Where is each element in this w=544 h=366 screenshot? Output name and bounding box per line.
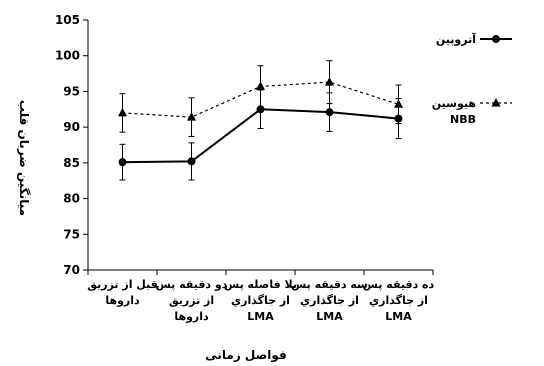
legend-label: NBB	[450, 113, 476, 126]
legend: آتروپین هیوسین NBB	[432, 32, 512, 126]
x-tick-label-line: ده دقيقه پس	[363, 278, 435, 291]
x-tick-label-line: LMA	[385, 310, 412, 323]
x-tick-label-line: بلا فاصله پس	[224, 278, 297, 291]
data-point	[325, 77, 334, 86]
x-tick-label-line: از جاگذاري	[369, 294, 428, 307]
axes	[87, 20, 433, 271]
x-tick-label: دو دقيقه پس از تزريق داروها	[156, 278, 228, 323]
x-tick-label-line: قبل از تزريق	[87, 278, 158, 291]
y-tick-label: 75	[63, 227, 80, 241]
x-tick-label-line: سه دقيقه پس	[291, 278, 368, 291]
x-tick-label-line: از جاگذاري	[300, 294, 359, 307]
x-tick-label: بلا فاصله پس از جاگذاري LMA	[224, 278, 297, 323]
data-point	[187, 112, 196, 121]
y-tick-label: 95	[63, 84, 80, 98]
y-tick-label: 100	[55, 49, 80, 63]
data-point	[118, 107, 127, 117]
legend-item-2: هیوسین NBB	[432, 97, 512, 126]
x-tick-label: سه دقيقه پس از جاگذاري LMA	[291, 278, 368, 323]
x-tick-label-line: LMA	[316, 310, 343, 323]
legend-item-1: آتروپین	[436, 32, 512, 46]
data-point	[325, 108, 334, 117]
y-tick-label: 105	[55, 13, 80, 27]
x-tick-label-line: LMA	[247, 310, 274, 323]
series-group	[118, 60, 403, 181]
legend-marker	[491, 98, 501, 107]
x-tick-label: قبل از تزريق داروها	[87, 278, 158, 307]
x-tick-label-line: داروها	[174, 310, 209, 323]
x-tick-label-line: از جاگذاري	[231, 294, 290, 307]
y-ticks: 70 75 80 85 90 95 100 105	[55, 13, 88, 277]
legend-marker	[492, 35, 500, 43]
x-tick-label-line: دو دقيقه پس	[156, 278, 228, 291]
data-point	[256, 81, 265, 90]
y-tick-label: 85	[63, 156, 80, 170]
data-point	[187, 157, 196, 166]
x-tick-label-line: داروها	[105, 294, 140, 307]
x-axis-label: فواصل زمانی	[205, 348, 286, 363]
x-ticks: قبل از تزريق داروها دو دقيقه پس از تزريق دار…	[87, 270, 435, 323]
data-point	[118, 158, 127, 167]
x-tick-label: ده دقيقه پس از جاگذاري LMA	[363, 278, 435, 323]
y-tick-label: 80	[63, 192, 80, 206]
y-tick-label: 90	[63, 120, 80, 134]
y-tick-label: 70	[63, 263, 80, 277]
data-point	[394, 99, 403, 108]
legend-label: هیوسین	[432, 97, 476, 110]
series-2	[118, 60, 403, 137]
x-tick-label-line: از تزريق	[169, 294, 214, 307]
legend-label: آتروپین	[436, 32, 476, 46]
y-axis-label: میانگین ضربان قلب	[17, 100, 31, 216]
